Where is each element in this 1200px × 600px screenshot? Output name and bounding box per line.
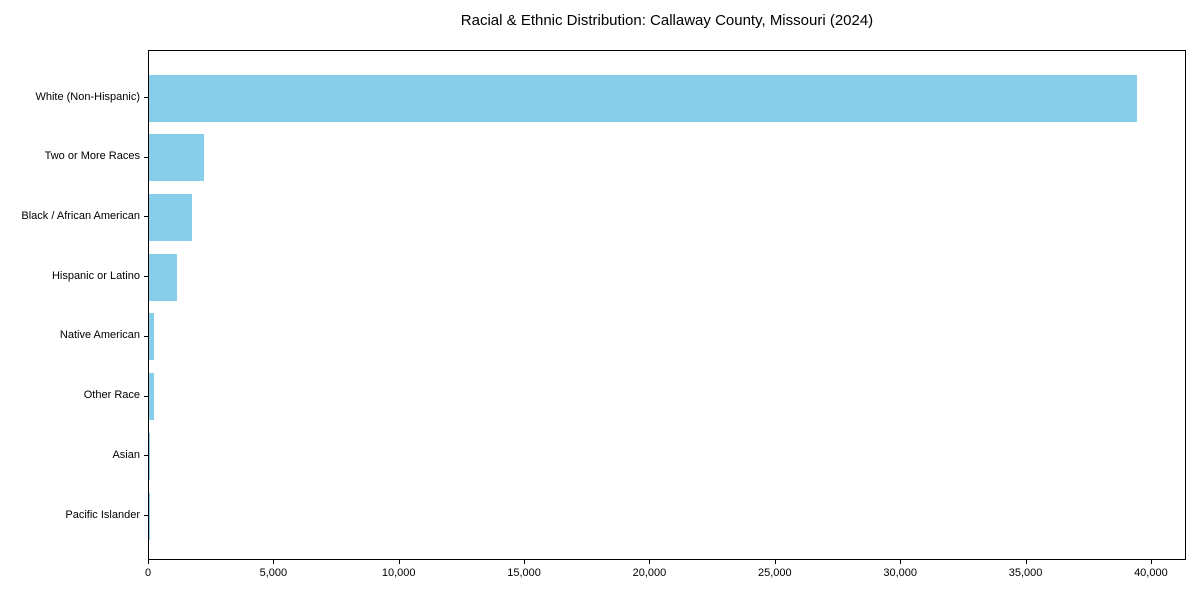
- bar-native-american: [149, 313, 154, 361]
- x-tick-mark: [398, 560, 400, 564]
- y-tick-mark: [144, 335, 148, 337]
- x-tick-label: 35,000: [1008, 567, 1043, 579]
- y-tick-label: White (Non-Hispanic): [35, 90, 140, 103]
- y-tick-label: Hispanic or Latino: [51, 269, 140, 282]
- x-tick-mark: [1025, 560, 1027, 564]
- y-tick-label: Asian: [112, 448, 140, 461]
- y-tick-mark: [144, 515, 148, 516]
- x-tick-label: 0: [144, 567, 152, 579]
- bar-hispanic-or-latino: [149, 253, 177, 301]
- y-tick-mark: [144, 216, 148, 218]
- x-tick-label: 5,000: [259, 567, 288, 579]
- x-tick-label: 15,000: [507, 567, 541, 579]
- x-tick-label: 40,000: [1134, 567, 1168, 579]
- y-tick-label: Two or More Races: [44, 150, 140, 163]
- y-tick-mark: [144, 97, 148, 98]
- y-tick-label: Other Race: [83, 389, 140, 402]
- x-tick-label: 20,000: [632, 567, 667, 579]
- plot-area: [148, 50, 1186, 560]
- y-tick-mark: [144, 455, 148, 457]
- y-tick-label: Native American: [59, 329, 140, 342]
- x-tick-label: 10,000: [381, 567, 416, 579]
- bar-two-or-more-races: [149, 134, 205, 182]
- x-tick-label: 25,000: [757, 567, 792, 579]
- y-tick-mark: [144, 156, 148, 158]
- x-tick-mark: [900, 560, 902, 564]
- x-tick-mark: [649, 560, 651, 564]
- x-tick-mark: [273, 560, 275, 564]
- x-tick-mark: [148, 560, 149, 564]
- bar-black-african-american: [149, 193, 192, 241]
- y-tick-label: Pacific Islander: [65, 508, 140, 521]
- bar-other-race: [149, 373, 154, 421]
- y-tick-mark: [144, 395, 148, 397]
- x-tick-label: 30,000: [883, 567, 917, 579]
- y-tick-mark: [144, 276, 148, 278]
- y-tick-label: Black / African American: [21, 209, 140, 222]
- bar-white-non-hispanic: [149, 74, 1137, 122]
- chart-title: Racial & Ethnic Distribution: Callaway C…: [460, 12, 874, 29]
- x-tick-mark: [1150, 560, 1152, 564]
- x-tick-mark: [774, 560, 776, 564]
- bar-asian: [149, 432, 150, 480]
- x-tick-mark: [524, 560, 526, 564]
